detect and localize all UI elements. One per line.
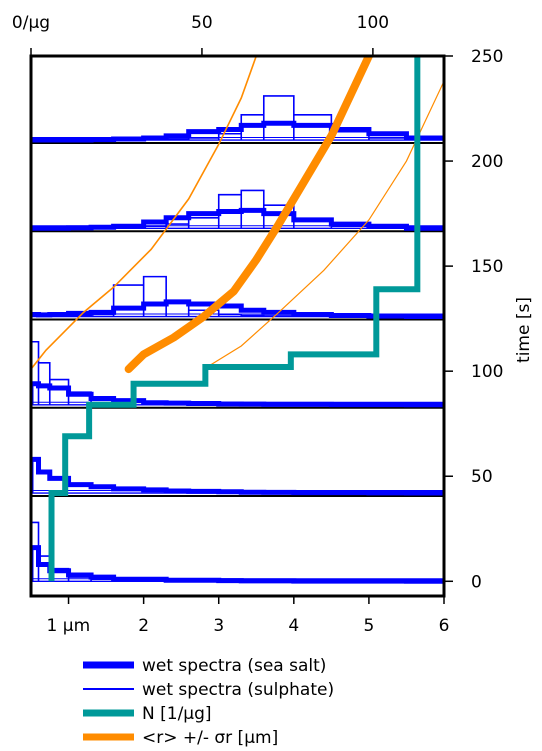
- legend-label-1: wet spectra (sulphate): [142, 680, 334, 700]
- plot-frame: [29, 54, 446, 598]
- right-tick-label: 200: [471, 152, 503, 172]
- top-tick-label: 50: [191, 13, 213, 33]
- legend-label-2: N [1/µg]: [142, 704, 212, 724]
- radius-lower-bound-line: [31, 56, 258, 370]
- axes: 1 µm 2 3 4 5 6 0/µg 50 100 0 50 100 150 200 250: [12, 13, 504, 636]
- sea-salt-spectrum-126s: [31, 299, 444, 320]
- right-tick-label: 50: [471, 467, 493, 487]
- bottom-tick-label: 4: [288, 616, 299, 636]
- n-step-line: [48, 56, 421, 582]
- bottom-tick-label: 3: [213, 616, 224, 636]
- sea-salt-spectrum-168s: [31, 207, 444, 231]
- bottom-tick-label: 2: [138, 616, 149, 636]
- bottom-tick-label: 1 µm: [47, 616, 91, 636]
- spectrum-panels: [31, 137, 444, 582]
- legend-label-3: <r> +/- σr [µm]: [142, 728, 278, 748]
- right-tick-label: 250: [471, 47, 503, 67]
- sea-salt-spectrum-84s: [31, 381, 444, 408]
- right-tick-label: 150: [471, 257, 503, 277]
- top-tick-label: 0/µg: [12, 13, 50, 33]
- right-tick-label: 100: [471, 362, 503, 382]
- radius-upper-bound-line: [203, 80, 444, 370]
- bottom-tick-label: 5: [363, 616, 374, 636]
- radius-mean-line: [124, 56, 373, 374]
- bottom-tick-label: 6: [439, 616, 450, 636]
- sea-salt-spectrum-210s: [31, 120, 444, 143]
- top-tick-label: 100: [357, 13, 389, 33]
- right-tick-label: 0: [471, 572, 482, 592]
- sea-salt-spectrum-0s: [31, 545, 444, 584]
- legend-label-0: wet spectra (sea salt): [142, 656, 326, 676]
- right-axis-title: time [s]: [514, 297, 534, 363]
- data-layer: [31, 56, 444, 584]
- sea-salt-spectrum-42s: [31, 456, 444, 496]
- legend: wet spectra (sea salt) wet spectra (sulph…: [83, 656, 334, 748]
